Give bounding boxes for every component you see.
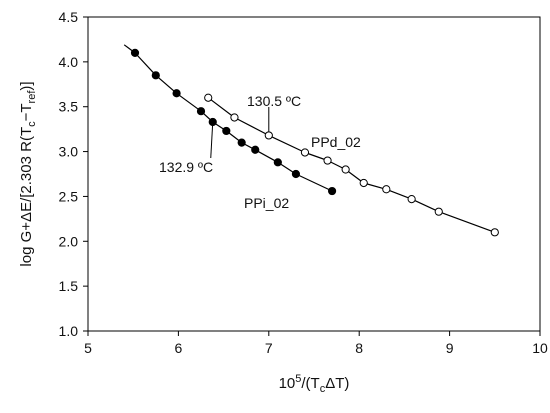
y-tick-label: 1.0 [59,323,79,339]
annotation-132-9: 132.9 ºC [159,159,213,175]
x-tick-label: 7 [265,340,273,356]
x-ticks: 5 6 7 8 9 10 [84,331,548,356]
annotation-leader-lines [210,107,270,159]
plot-area [87,16,541,332]
point-ppd-02 [434,207,443,216]
point-ppi-02 [130,48,140,57]
y-tick-label: 2.0 [59,233,79,249]
y-tick-label: 1.5 [59,278,79,294]
leader-132-9 [210,121,214,159]
point-ppd-02 [300,148,310,157]
y-axis-title: log G+ΔE/[2.303 R(Tc−Tref)] [18,81,38,266]
x-tick-label: 8 [355,340,363,356]
point-ppd-02 [323,156,332,165]
point-ppi-02 [237,138,246,147]
point-ppd-02 [490,228,499,237]
point-ppi-02 [251,145,260,154]
fit-line-ppi-02 [123,44,333,192]
point-ppd-02 [382,185,391,194]
y-tick-label: 4.5 [59,9,79,25]
point-ppi-02 [222,126,231,136]
x-tick-label: 5 [84,340,92,356]
point-ppi-02 [151,71,160,80]
data-points [130,48,499,237]
point-ppd-02 [341,165,350,174]
point-ppd-02 [407,195,416,204]
point-ppd-02 [264,131,273,140]
point-ppi-02 [172,89,181,98]
point-ppi-02 [273,158,282,167]
y-tick-label: 3.5 [59,99,79,115]
x-tick-label: 9 [446,340,454,356]
annotation-130-5: 130.5 ºC [247,93,301,109]
fit-lines [123,44,496,233]
y-tick-label: 3.0 [59,144,79,160]
y-tick-label: 4.0 [59,54,79,70]
point-ppd-02 [204,93,213,102]
x-axis-title: 105/(TcΔT) [279,373,350,395]
x-tick-label: 6 [175,340,183,356]
fit-line-ppd-02 [205,95,496,233]
y-tick-label: 2.5 [59,188,79,204]
annotation-ppd-02: PPd_02 [311,134,361,150]
point-ppi-02 [208,117,217,127]
point-ppi-02 [196,107,206,116]
x-tick-label: 10 [532,340,548,356]
point-ppd-02 [359,178,368,188]
point-ppi-02 [291,169,301,179]
y-ticks: 1.0 1.5 2.0 2.5 3.0 3.5 4.0 4.5 [59,9,88,339]
annotation-ppi-02: PPi_02 [244,195,289,211]
point-ppd-02 [230,113,239,122]
point-ppi-02 [327,186,337,196]
